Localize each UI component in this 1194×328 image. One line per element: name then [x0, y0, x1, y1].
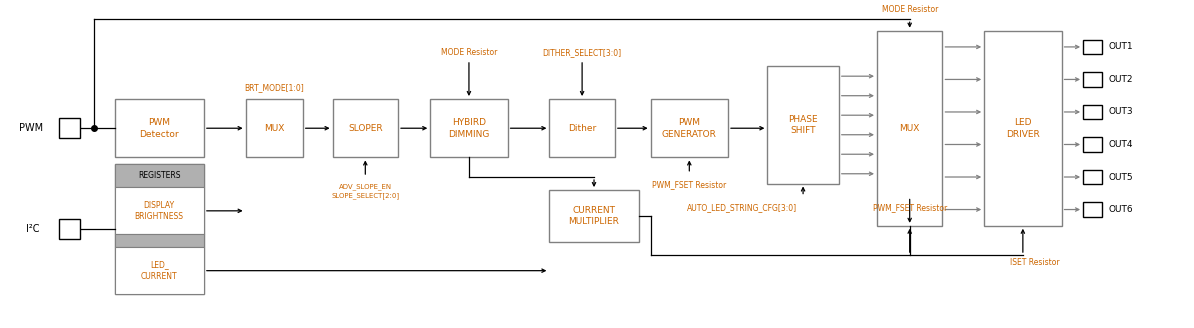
Text: OUT2: OUT2: [1108, 75, 1133, 84]
Text: OUT6: OUT6: [1108, 205, 1133, 214]
Bar: [115, 187, 204, 234]
Text: AUTO_LED_STRING_CFG[3:0]: AUTO_LED_STRING_CFG[3:0]: [687, 203, 798, 212]
Bar: [651, 99, 728, 157]
Text: PWM
GENERATOR: PWM GENERATOR: [661, 118, 716, 139]
Bar: [876, 31, 942, 226]
Bar: [115, 234, 204, 247]
Bar: [59, 118, 80, 138]
Bar: [1083, 105, 1102, 119]
Text: BRT_MODE[1:0]: BRT_MODE[1:0]: [245, 83, 304, 92]
Text: REGISTERS: REGISTERS: [139, 171, 180, 180]
Text: PWM_FSET Resistor: PWM_FSET Resistor: [652, 180, 726, 189]
Text: PWM: PWM: [19, 123, 43, 133]
Text: HYBIRD
DIMMING: HYBIRD DIMMING: [448, 118, 490, 139]
Text: I²C: I²C: [26, 224, 39, 234]
Bar: [246, 99, 303, 157]
Bar: [430, 99, 507, 157]
Bar: [59, 219, 80, 239]
Bar: [1083, 72, 1102, 87]
Text: LED_
CURRENT: LED_ CURRENT: [141, 261, 178, 281]
Text: OUT4: OUT4: [1108, 140, 1133, 149]
Bar: [115, 99, 204, 157]
Text: OUT1: OUT1: [1108, 42, 1133, 51]
Bar: [1083, 137, 1102, 152]
Bar: [115, 247, 204, 294]
Bar: [549, 190, 639, 242]
Text: OUT5: OUT5: [1108, 173, 1133, 181]
Text: OUT3: OUT3: [1108, 108, 1133, 116]
Text: CURRENT
MULTIPLIER: CURRENT MULTIPLIER: [568, 206, 620, 226]
Text: MUX: MUX: [264, 124, 284, 133]
Bar: [1083, 40, 1102, 54]
Text: SLOPER: SLOPER: [347, 124, 382, 133]
Bar: [549, 99, 615, 157]
Text: PWM_FSET Resistor: PWM_FSET Resistor: [873, 203, 947, 212]
Text: MODE Resistor: MODE Resistor: [441, 48, 497, 57]
Text: PWM
Detector: PWM Detector: [140, 118, 179, 139]
Bar: [984, 31, 1061, 226]
Text: LED
DRIVER: LED DRIVER: [1007, 118, 1040, 139]
Bar: [115, 164, 204, 187]
Bar: [768, 67, 839, 183]
Text: ISET Resistor: ISET Resistor: [1010, 258, 1059, 267]
Bar: [1083, 170, 1102, 184]
Text: Dither: Dither: [568, 124, 596, 133]
Bar: [1083, 202, 1102, 217]
Text: MODE Resistor: MODE Resistor: [881, 5, 937, 14]
Bar: [115, 164, 204, 294]
Text: DITHER_SELECT[3:0]: DITHER_SELECT[3:0]: [542, 48, 622, 57]
Text: ADV_SLOPE_EN
SLOPE_SELECT[2:0]: ADV_SLOPE_EN SLOPE_SELECT[2:0]: [331, 183, 399, 198]
Text: PHASE
SHIFT: PHASE SHIFT: [788, 114, 818, 135]
Text: MUX: MUX: [899, 124, 919, 133]
Text: DISPLAY
BRIGHTNESS: DISPLAY BRIGHTNESS: [135, 201, 184, 221]
Bar: [333, 99, 398, 157]
